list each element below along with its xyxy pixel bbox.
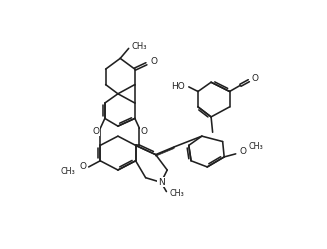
Text: N: N — [158, 178, 164, 187]
Text: CH₃: CH₃ — [60, 167, 75, 176]
Text: O: O — [252, 74, 259, 83]
Text: O: O — [92, 127, 99, 136]
Text: O: O — [80, 162, 87, 172]
Text: O: O — [240, 147, 247, 156]
Text: CH₃: CH₃ — [248, 142, 263, 151]
Text: HO: HO — [171, 82, 185, 91]
Text: O: O — [141, 127, 147, 136]
Text: O: O — [150, 57, 157, 66]
Text: CH₃: CH₃ — [169, 189, 184, 198]
Text: CH₃: CH₃ — [132, 42, 147, 51]
